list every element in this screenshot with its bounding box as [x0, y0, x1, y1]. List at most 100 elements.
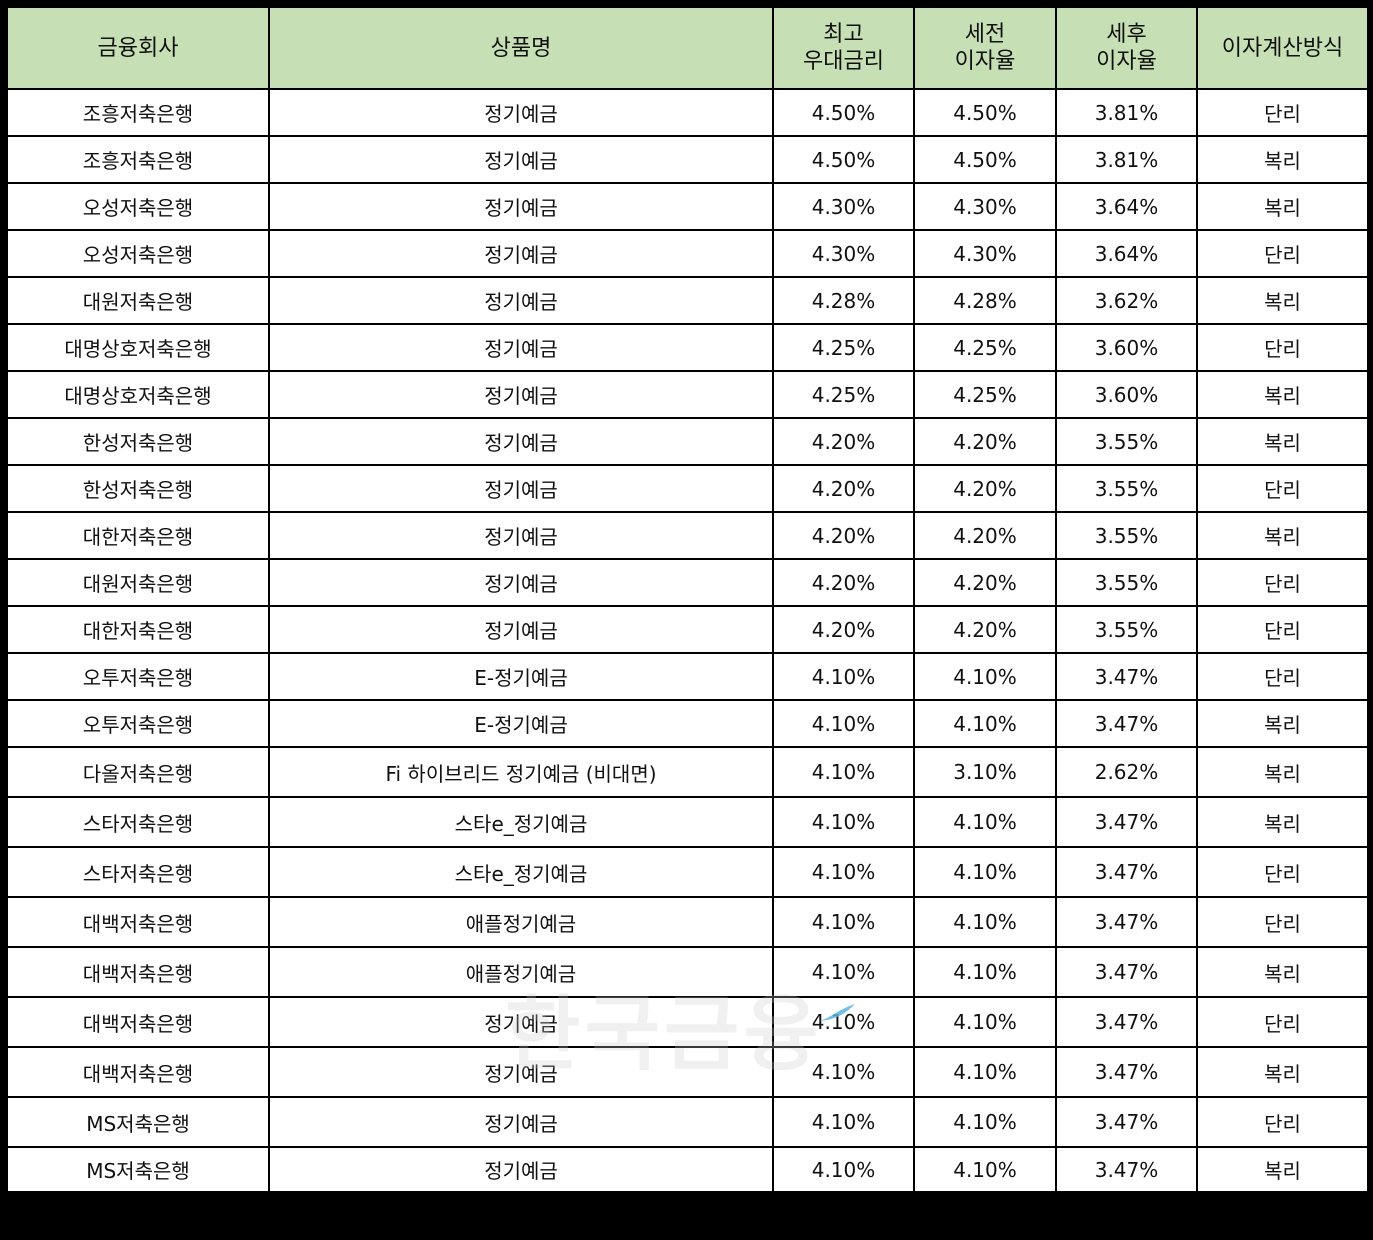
pre-tax-cell: 4.25% — [913, 370, 1057, 419]
pre-tax-cell: 4.10% — [913, 699, 1057, 748]
method-cell: 복리 — [1196, 135, 1369, 184]
pre-tax-cell: 4.20% — [913, 417, 1057, 466]
table-row: 대한저축은행 정기예금 4.20% 4.20% 3.55% 단리 — [6, 605, 1369, 654]
max-rate-cell: 4.20% — [772, 464, 915, 513]
method-cell: 복리 — [1196, 946, 1369, 998]
table-row: 오투저축은행 E-정기예금 4.10% 4.10% 3.47% 복리 — [6, 699, 1369, 748]
table-row: 오투저축은행 E-정기예금 4.10% 4.10% 3.47% 단리 — [6, 652, 1369, 701]
pre-tax-cell: 4.10% — [913, 996, 1057, 1048]
product-cell: 정기예금 — [268, 182, 774, 231]
header-company: 금융회사 — [6, 6, 270, 90]
method-cell: 복리 — [1196, 511, 1369, 560]
pre-tax-cell: 4.50% — [913, 88, 1057, 137]
table-row: 대백저축은행 정기예금 4.10% 4.10% 3.47% 복리 — [6, 1046, 1369, 1098]
company-cell: 대한저축은행 — [6, 511, 270, 560]
table-row: MS저축은행 정기예금 4.10% 4.10% 3.47% 단리 — [6, 1096, 1369, 1148]
max-rate-cell: 4.10% — [772, 846, 915, 898]
pre-tax-cell: 4.10% — [913, 796, 1057, 848]
after-tax-cell: 3.47% — [1055, 1046, 1198, 1098]
table-row: 대한저축은행 정기예금 4.20% 4.20% 3.55% 복리 — [6, 511, 1369, 560]
company-cell: 대백저축은행 — [6, 896, 270, 948]
after-tax-cell: 3.47% — [1055, 1096, 1198, 1148]
company-cell: 한성저축은행 — [6, 417, 270, 466]
pre-tax-cell: 4.10% — [913, 1046, 1057, 1098]
method-cell: 단리 — [1196, 652, 1369, 701]
pre-tax-cell: 4.20% — [913, 605, 1057, 654]
company-cell: 조흥저축은행 — [6, 88, 270, 137]
max-rate-cell: 4.10% — [772, 896, 915, 948]
pre-tax-cell: 4.28% — [913, 276, 1057, 325]
company-cell: 한성저축은행 — [6, 464, 270, 513]
header-pre-tax-rate: 세전 이자율 — [913, 6, 1057, 90]
product-cell: 애플정기예금 — [268, 896, 774, 948]
product-cell: 정기예금 — [268, 1146, 774, 1193]
pre-tax-cell: 4.10% — [913, 846, 1057, 898]
method-cell: 복리 — [1196, 746, 1369, 798]
company-cell: 오투저축은행 — [6, 652, 270, 701]
max-rate-cell: 4.28% — [772, 276, 915, 325]
after-tax-cell: 3.62% — [1055, 276, 1198, 325]
header-line2: 이자율 — [954, 49, 1016, 74]
product-cell: 정기예금 — [268, 605, 774, 654]
method-cell: 복리 — [1196, 796, 1369, 848]
table-row: 조흥저축은행 정기예금 4.50% 4.50% 3.81% 단리 — [6, 88, 1369, 137]
max-rate-cell: 4.10% — [772, 996, 915, 1048]
method-cell: 단리 — [1196, 229, 1369, 278]
company-cell: 다올저축은행 — [6, 746, 270, 798]
method-cell: 복리 — [1196, 370, 1369, 419]
table-row: 대명상호저축은행 정기예금 4.25% 4.25% 3.60% 단리 — [6, 323, 1369, 372]
max-rate-cell: 4.10% — [772, 1096, 915, 1148]
after-tax-cell: 3.47% — [1055, 652, 1198, 701]
after-tax-cell: 3.47% — [1055, 996, 1198, 1048]
product-cell: 정기예금 — [268, 464, 774, 513]
max-rate-cell: 4.10% — [772, 1046, 915, 1098]
header-max-preferential-rate: 최고 우대금리 — [772, 6, 915, 90]
method-cell: 단리 — [1196, 996, 1369, 1048]
company-cell: 대백저축은행 — [6, 1046, 270, 1098]
after-tax-cell: 3.60% — [1055, 323, 1198, 372]
header-line1: 세전 — [964, 22, 1006, 47]
method-cell: 복리 — [1196, 276, 1369, 325]
after-tax-cell: 3.55% — [1055, 605, 1198, 654]
after-tax-cell: 3.81% — [1055, 135, 1198, 184]
product-cell: 정기예금 — [268, 88, 774, 137]
max-rate-cell: 4.50% — [772, 88, 915, 137]
company-cell: 스타저축은행 — [6, 846, 270, 898]
table-row: MS저축은행 정기예금 4.10% 4.10% 3.47% 복리 — [6, 1146, 1369, 1193]
method-cell: 단리 — [1196, 558, 1369, 607]
max-rate-cell: 4.25% — [772, 370, 915, 419]
max-rate-cell: 4.10% — [772, 699, 915, 748]
product-cell: 애플정기예금 — [268, 946, 774, 998]
company-cell: 대한저축은행 — [6, 605, 270, 654]
header-product: 상품명 — [268, 6, 774, 90]
after-tax-cell: 3.47% — [1055, 1146, 1198, 1193]
table-row: 대명상호저축은행 정기예금 4.25% 4.25% 3.60% 복리 — [6, 370, 1369, 419]
product-cell: 스타e_정기예금 — [268, 796, 774, 848]
method-cell: 단리 — [1196, 605, 1369, 654]
after-tax-cell: 3.47% — [1055, 896, 1198, 948]
product-cell: 정기예금 — [268, 417, 774, 466]
method-cell: 단리 — [1196, 896, 1369, 948]
after-tax-cell: 3.60% — [1055, 370, 1198, 419]
company-cell: 오성저축은행 — [6, 229, 270, 278]
pre-tax-cell: 4.20% — [913, 464, 1057, 513]
table-row: 오성저축은행 정기예금 4.30% 4.30% 3.64% 단리 — [6, 229, 1369, 278]
pre-tax-cell: 4.10% — [913, 1146, 1057, 1193]
after-tax-cell: 3.55% — [1055, 417, 1198, 466]
method-cell: 복리 — [1196, 699, 1369, 748]
pre-tax-cell: 4.25% — [913, 323, 1057, 372]
company-cell: 대백저축은행 — [6, 996, 270, 1048]
max-rate-cell: 4.10% — [772, 1146, 915, 1193]
pre-tax-cell: 3.10% — [913, 746, 1057, 798]
product-cell: 정기예금 — [268, 135, 774, 184]
max-rate-cell: 4.10% — [772, 746, 915, 798]
method-cell: 복리 — [1196, 417, 1369, 466]
table-row: 대원저축은행 정기예금 4.28% 4.28% 3.62% 복리 — [6, 276, 1369, 325]
after-tax-cell: 3.55% — [1055, 558, 1198, 607]
after-tax-cell: 3.47% — [1055, 846, 1198, 898]
after-tax-cell: 2.62% — [1055, 746, 1198, 798]
company-cell: 오투저축은행 — [6, 699, 270, 748]
product-cell: 정기예금 — [268, 1046, 774, 1098]
pre-tax-cell: 4.30% — [913, 182, 1057, 231]
